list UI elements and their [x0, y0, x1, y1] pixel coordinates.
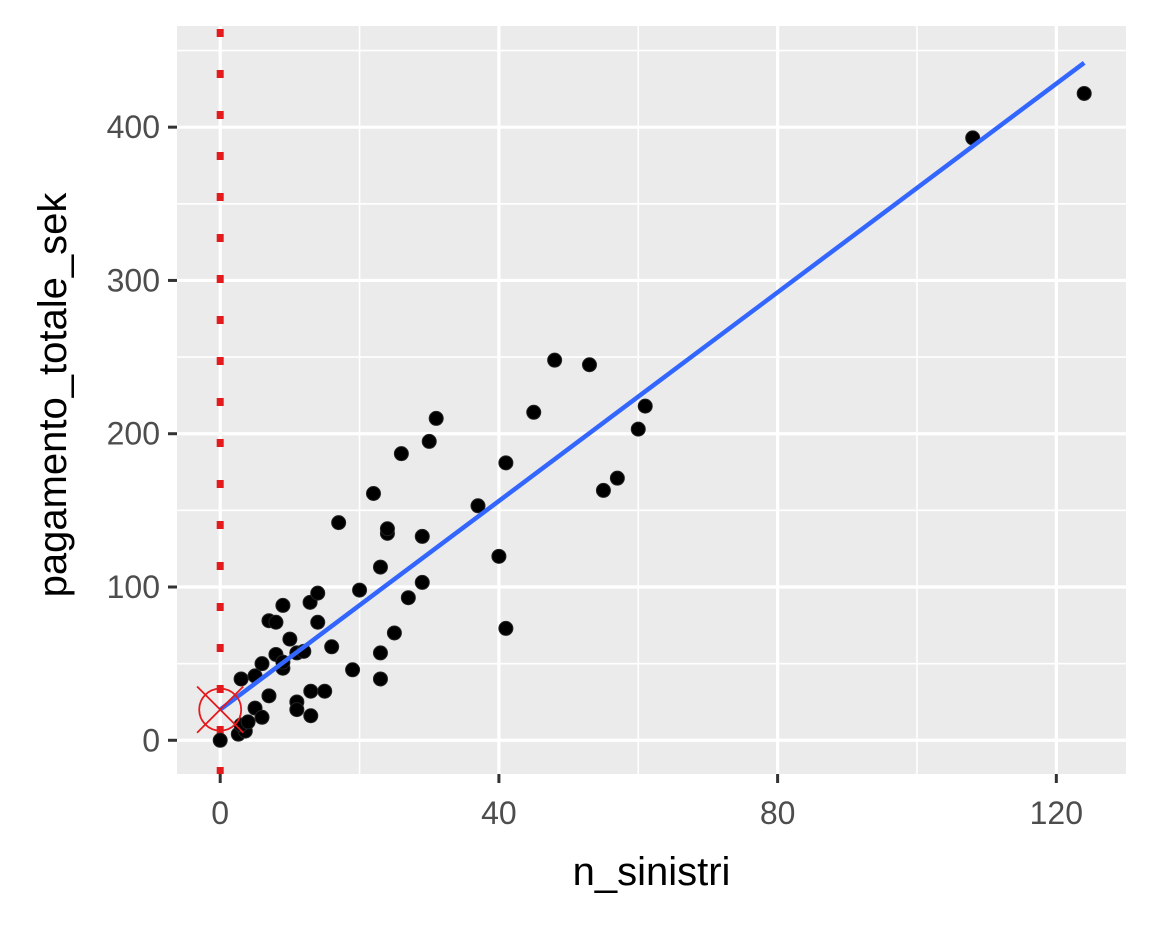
x-tick-label: 80 [760, 795, 796, 831]
data-points [212, 85, 1092, 748]
data-point [365, 486, 381, 501]
data-point [331, 515, 347, 531]
y-tick-label: 300 [107, 262, 160, 298]
x-tick-label: 40 [481, 795, 517, 831]
data-point [303, 683, 319, 699]
marker-x-icon [196, 685, 244, 734]
x-axis: 0 40 80 120 [211, 774, 1083, 831]
data-point [470, 498, 486, 514]
major-gridlines [177, 26, 1126, 774]
y-tick-label: 200 [107, 416, 160, 452]
data-point [428, 410, 444, 426]
data-point [400, 590, 416, 606]
data-point [386, 625, 402, 641]
data-point [282, 631, 298, 647]
data-point [310, 614, 326, 630]
data-point [289, 702, 305, 718]
data-point [630, 421, 646, 437]
data-point [581, 357, 597, 373]
data-point [233, 671, 249, 687]
data-point [414, 574, 430, 590]
data-point [254, 656, 270, 672]
data-point [275, 597, 291, 613]
data-point [498, 620, 514, 636]
data-point [595, 482, 611, 498]
data-point [609, 470, 625, 486]
data-point [240, 714, 256, 730]
data-point [317, 683, 333, 699]
data-point [310, 585, 326, 601]
data-point [268, 614, 284, 630]
y-axis-title: pagamento_totale_sek [31, 192, 75, 598]
data-point [491, 548, 507, 564]
y-tick-label: 400 [107, 109, 160, 145]
data-point [421, 433, 437, 449]
data-point [212, 732, 228, 748]
data-point [414, 528, 430, 544]
data-point [393, 446, 409, 462]
y-axis: 0 100 200 300 400 [107, 109, 177, 758]
y-tick-label: 100 [107, 569, 160, 605]
data-point [372, 671, 388, 687]
highlight-circle-x-marker [196, 685, 244, 734]
data-point [498, 455, 514, 471]
data-point [254, 709, 270, 725]
regression-line [218, 60, 1086, 712]
data-point [379, 521, 395, 537]
data-point [547, 352, 563, 368]
x-tick-label: 0 [211, 795, 229, 831]
x-tick-label: 120 [1030, 795, 1083, 831]
data-point [372, 559, 388, 575]
data-point [303, 708, 319, 724]
marker-circle-icon [198, 687, 243, 732]
data-point [352, 582, 368, 598]
y-tick-label: 0 [142, 722, 160, 758]
minor-gridlines [177, 26, 1126, 774]
data-point [372, 645, 388, 661]
data-point [324, 639, 340, 655]
data-point [1076, 85, 1092, 101]
data-point [637, 398, 653, 414]
data-point [345, 662, 361, 678]
data-point [526, 404, 542, 420]
data-point [261, 688, 277, 704]
fit-line [218, 60, 1086, 712]
x-axis-title: n_sinistri [573, 850, 731, 894]
